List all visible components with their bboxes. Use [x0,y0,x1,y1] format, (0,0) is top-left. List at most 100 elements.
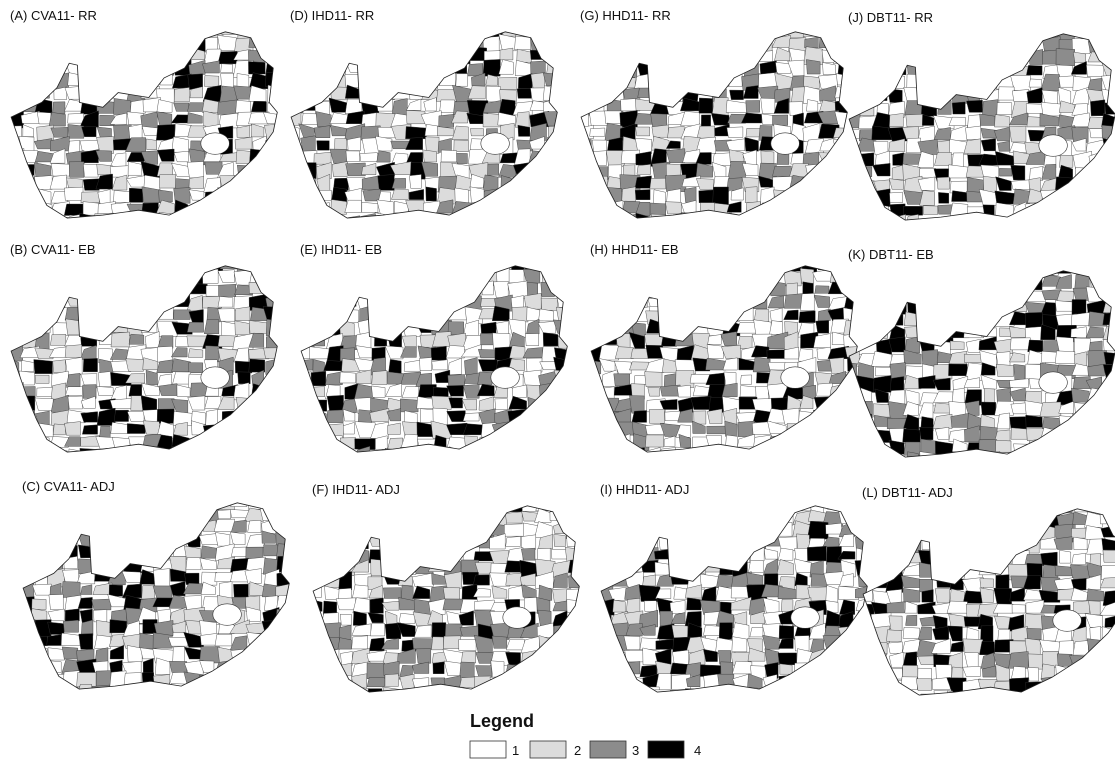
district [3,282,23,299]
district [561,161,577,179]
district [554,450,570,460]
district [432,574,447,585]
district [906,114,923,127]
district [153,569,169,587]
district [1072,455,1090,466]
district [791,190,803,205]
lesotho [1053,610,1082,632]
district [409,189,424,199]
district [214,674,230,688]
district [546,216,564,230]
district [796,585,810,599]
district [329,98,348,112]
district [904,312,921,326]
district [343,422,354,434]
district [84,22,97,37]
district [535,687,556,700]
district [901,514,919,528]
district [278,633,295,648]
district [291,493,309,506]
district [770,255,788,270]
district [1101,207,1115,220]
district [686,499,706,511]
district [1090,129,1104,138]
district [615,434,630,447]
district [237,126,250,138]
district [999,168,1012,176]
district [544,174,564,191]
district [845,421,863,434]
district [64,421,80,435]
district [903,627,920,638]
district [280,213,297,231]
district [1105,49,1115,62]
districts [855,498,1115,707]
district [967,219,981,229]
district [231,660,246,675]
district [431,637,443,650]
district [204,76,218,87]
district [285,124,300,140]
district [1012,38,1031,53]
district [236,150,251,163]
district [339,688,351,702]
district [156,268,176,281]
district [31,659,46,670]
district [392,98,407,115]
district [887,418,906,429]
district [447,385,464,396]
district [16,659,31,675]
district [406,200,424,216]
district [856,675,872,691]
district [872,63,890,79]
district [267,49,281,64]
district [997,388,1011,402]
district [753,435,772,449]
district [963,666,981,676]
district [249,149,267,163]
district [597,564,612,572]
district [499,34,516,51]
district [869,564,889,576]
district [486,86,500,102]
district [1087,194,1105,203]
district [1102,400,1115,418]
district [264,422,281,438]
district [126,359,144,372]
district [949,36,967,50]
district [998,629,1010,640]
district [1041,102,1061,116]
district [593,500,614,509]
district [400,399,418,412]
district [1073,601,1089,614]
district [294,284,313,295]
district [111,74,129,87]
district [1055,351,1075,364]
district [711,113,729,125]
district [666,25,682,36]
district [80,48,98,65]
district [111,451,129,461]
district [1054,537,1072,550]
district [378,174,395,190]
district [1012,502,1027,516]
district [107,686,127,697]
district [903,429,921,442]
district [53,424,65,435]
district [490,551,509,564]
district [566,615,586,625]
district [528,22,548,35]
district [157,346,172,362]
district [287,60,303,74]
district [354,257,372,268]
district [622,61,636,77]
district [888,89,903,103]
district [887,214,905,231]
district [981,262,996,276]
district [412,690,433,701]
district [525,255,539,271]
district [127,424,145,434]
district [199,533,217,544]
district [340,614,351,625]
district [665,411,680,421]
